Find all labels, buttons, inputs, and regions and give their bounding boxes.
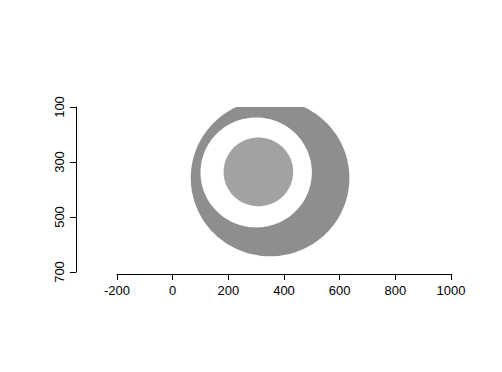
svg-text:800: 800 <box>384 283 406 298</box>
svg-text:600: 600 <box>329 283 351 298</box>
svg-text:0: 0 <box>169 283 176 298</box>
svg-text:100: 100 <box>52 96 67 118</box>
svg-text:500: 500 <box>52 206 67 228</box>
svg-text:400: 400 <box>273 283 295 298</box>
svg-text:300: 300 <box>52 151 67 173</box>
svg-text:1000: 1000 <box>437 283 466 298</box>
svg-text:200: 200 <box>217 283 239 298</box>
svg-text:-200: -200 <box>104 283 130 298</box>
svg-text:700: 700 <box>52 261 67 283</box>
